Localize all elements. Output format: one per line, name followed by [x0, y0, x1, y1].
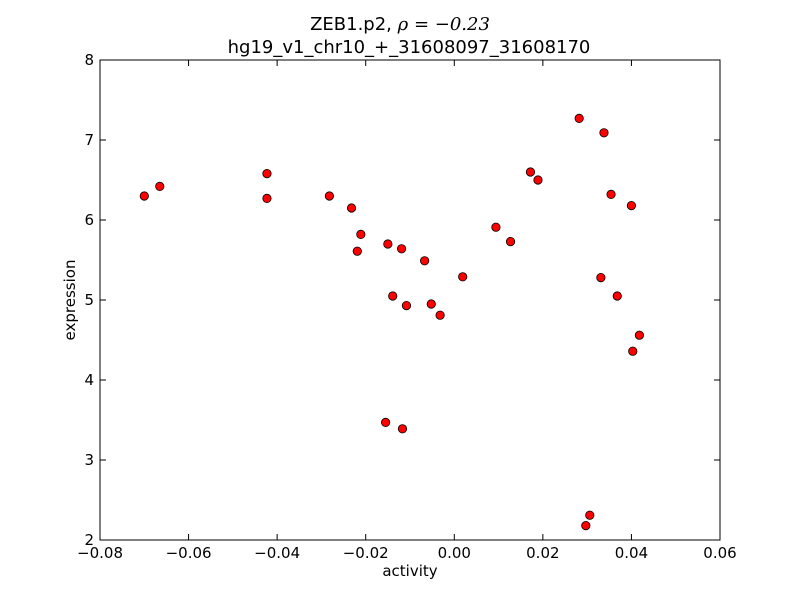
plot-frame — [99, 59, 721, 541]
data-point — [420, 256, 430, 266]
data-point — [574, 113, 584, 124]
plot-area — [100, 60, 720, 540]
data-point — [491, 222, 501, 232]
data-point — [458, 272, 468, 282]
data-point — [324, 191, 334, 201]
data-point — [381, 417, 391, 427]
y-tick-label: 7 — [84, 131, 94, 149]
data-point — [581, 520, 591, 531]
x-tick-label: −0.04 — [254, 544, 300, 562]
x-tick-label: 0.02 — [526, 544, 559, 562]
x-tick-label: −0.02 — [343, 544, 389, 562]
x-tick-label: −0.06 — [166, 544, 212, 562]
x-tick-label: 0.00 — [438, 544, 471, 562]
data-point — [634, 330, 645, 340]
data-point — [585, 510, 595, 520]
data-point — [383, 239, 393, 249]
chart-title-line1: ZEB1.p2, ρ = −0.23 — [310, 14, 490, 35]
y-tick-label: 3 — [84, 451, 94, 469]
x-tick-label: 0.06 — [703, 544, 736, 562]
tick-labels: −0.08 −0.06 −0.04 −0.02 0.00 0.02 0.04 0.06 2 3 4 5… — [77, 51, 737, 562]
data-point — [626, 201, 637, 211]
data-point — [606, 189, 616, 199]
y-tick-label: 8 — [84, 51, 94, 69]
chart-title-rho: ρ = −0.23 — [397, 14, 490, 35]
data-point — [612, 291, 622, 301]
data-point — [505, 237, 516, 247]
data-point — [533, 175, 543, 185]
data-points — [139, 113, 645, 531]
data-point — [352, 246, 362, 256]
data-point — [426, 299, 436, 309]
chart-title-prefix: ZEB1.p2, — [310, 14, 398, 35]
data-point — [396, 244, 407, 254]
y-tick-label: 2 — [84, 531, 94, 549]
data-point — [155, 181, 165, 191]
data-point — [435, 310, 445, 320]
x-tick-label: −0.08 — [77, 544, 123, 562]
x-axis-label: activity — [382, 562, 437, 580]
y-tick-label: 4 — [84, 371, 94, 389]
data-point — [596, 272, 606, 283]
data-point — [397, 424, 408, 434]
data-point — [262, 169, 272, 179]
chart-title-line2: hg19_v1_chr10_+_31608097_31608170 — [228, 37, 591, 58]
y-tick-label: 6 — [84, 211, 94, 229]
data-point — [139, 191, 149, 201]
data-point — [599, 128, 609, 138]
y-tick-label: 5 — [84, 291, 94, 309]
y-axis-label: expression — [61, 260, 79, 341]
data-point — [346, 203, 357, 213]
x-tick-label: 0.04 — [615, 544, 648, 562]
data-point — [356, 229, 366, 239]
data-point — [262, 193, 272, 203]
data-point — [388, 291, 398, 301]
data-point — [401, 300, 412, 311]
data-point — [525, 167, 536, 177]
data-point — [628, 346, 638, 356]
